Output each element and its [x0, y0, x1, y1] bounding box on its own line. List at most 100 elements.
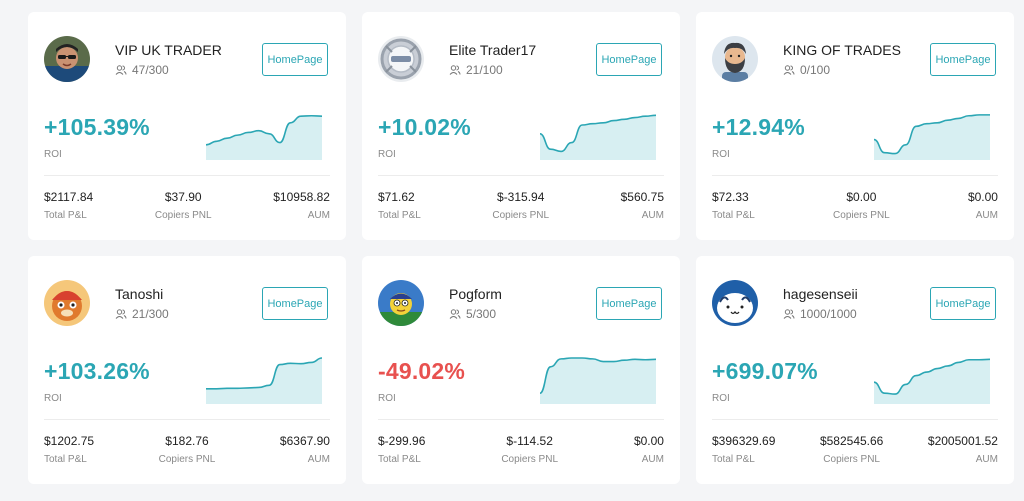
divider: [378, 419, 664, 420]
sparkline-area: [206, 115, 322, 160]
trader-name: Elite Trader17: [449, 42, 537, 58]
homepage-button[interactable]: HomePage: [596, 43, 662, 76]
sparkline-area: [206, 358, 322, 404]
total-pnl-label: Total P&L: [712, 210, 755, 221]
aum-value: $0.00: [967, 190, 998, 204]
copiers-pnl-label: Copiers PNL: [823, 454, 880, 465]
roi-value: +12.94%: [712, 114, 805, 140]
copiers-count-text: 0/100: [800, 63, 831, 77]
users-icon: [115, 64, 127, 76]
stats-row: $1202.75 Total P&L $182.76 Copiers PNL $63…: [44, 434, 330, 465]
trader-card[interactable]: VIP UK TRADER 47/300 HomePage +105.39% R…: [28, 12, 346, 240]
users-icon: [783, 64, 795, 76]
users-icon: [449, 64, 461, 76]
sparkline-line: [874, 358, 990, 395]
total-pnl-value: $72.33: [712, 190, 749, 204]
cartoon-animal-avatar[interactable]: [44, 280, 90, 326]
homepage-button[interactable]: HomePage: [262, 43, 328, 76]
aum-value: $6367.90: [279, 434, 330, 448]
sparkline-area: [540, 358, 656, 404]
total-pnl-value: $1202.75: [44, 434, 95, 448]
sparkline-line: [540, 357, 656, 394]
users-icon: [115, 308, 127, 320]
divider: [378, 175, 664, 176]
copiers-count: 21/300: [115, 307, 169, 321]
homepage-button[interactable]: HomePage: [930, 287, 996, 320]
copiers-pnl-value: $182.76: [165, 434, 209, 448]
total-pnl-label: Total P&L: [44, 210, 87, 221]
trader-card[interactable]: KING OF TRADES 0/100 HomePage +12.94% RO…: [696, 12, 1014, 240]
users-icon: [783, 308, 795, 320]
homepage-button[interactable]: HomePage: [596, 287, 662, 320]
total-pnl-label: Total P&L: [378, 210, 421, 221]
sparkline-area: [540, 115, 656, 160]
trader-card[interactable]: hagesenseii 1000/1000 HomePage +699.07% …: [696, 256, 1014, 484]
total-pnl-label: Total P&L: [712, 454, 755, 465]
copiers-count-text: 1000/1000: [800, 307, 857, 321]
copiers-pnl-value: $-315.94: [497, 190, 545, 204]
copiers-pnl-value: $-114.52: [506, 434, 553, 448]
copiers-count: 47/300: [115, 63, 169, 77]
stats-row: $2117.84 Total P&L $37.90 Copiers PNL $109…: [44, 190, 330, 221]
roi-label: ROI: [378, 149, 396, 160]
homepage-button[interactable]: HomePage: [262, 287, 328, 320]
copiers-count: 0/100: [783, 63, 830, 77]
kaomoji-face-avatar[interactable]: [712, 280, 758, 326]
aum-value: $0.00: [633, 434, 664, 448]
total-pnl-label: Total P&L: [44, 454, 87, 465]
divider: [44, 419, 330, 420]
aum-label: AUM: [307, 454, 330, 465]
copiers-count-text: 5/300: [466, 307, 497, 321]
trader-name: KING OF TRADES: [783, 42, 901, 58]
sparkline-line: [540, 114, 656, 153]
trader-name: VIP UK TRADER: [115, 42, 222, 58]
roi-value: +10.02%: [378, 114, 471, 140]
trader-name: hagesenseii: [783, 286, 858, 302]
roi-value: +103.26%: [44, 358, 150, 384]
cartoon-character-avatar[interactable]: [378, 280, 424, 326]
copiers-count: 21/100: [449, 63, 503, 77]
aum-label: AUM: [975, 454, 998, 465]
silver-logo-avatar[interactable]: [378, 36, 424, 82]
copiers-count: 5/300: [449, 307, 496, 321]
trader-card[interactable]: Tanoshi 21/300 HomePage +103.26% ROI $12…: [28, 256, 346, 484]
aum-label: AUM: [975, 210, 998, 221]
copiers-count-text: 21/300: [132, 307, 169, 321]
trader-card[interactable]: Elite Trader17 21/100 HomePage +10.02% R…: [362, 12, 680, 240]
divider: [712, 419, 998, 420]
trader-name: Pogform: [449, 286, 502, 302]
roi-label: ROI: [44, 393, 62, 404]
roi-sparkline: [540, 357, 656, 404]
aum-value: $560.75: [620, 190, 664, 204]
roi-sparkline: [540, 114, 656, 160]
users-icon: [449, 308, 461, 320]
copiers-count: 1000/1000: [783, 307, 857, 321]
roi-sparkline: [206, 357, 322, 404]
copiers-pnl-label: Copiers PNL: [492, 210, 550, 221]
roi-value: +699.07%: [712, 358, 818, 384]
roi-label: ROI: [378, 393, 396, 404]
total-pnl-label: Total P&L: [378, 454, 421, 465]
roi-label: ROI: [712, 149, 730, 160]
aum-label: AUM: [641, 210, 664, 221]
copiers-count-text: 21/100: [466, 63, 503, 77]
sparkline-line: [206, 357, 322, 390]
roi-label: ROI: [44, 149, 62, 160]
homepage-button[interactable]: HomePage: [930, 43, 996, 76]
sparkline-line: [874, 114, 990, 155]
bearded-man-avatar[interactable]: [712, 36, 758, 82]
sparkline-area: [874, 359, 990, 404]
roi-value: +105.39%: [44, 114, 150, 140]
trader-card[interactable]: Pogform 5/300 HomePage -49.02% ROI $-299…: [362, 256, 680, 484]
copiers-pnl-label: Copiers PNL: [833, 210, 890, 221]
total-pnl-value: $396329.69: [712, 434, 776, 448]
roi-sparkline: [874, 358, 990, 404]
stats-row: $-299.96 Total P&L $-114.52 Copiers PNL $0…: [378, 434, 664, 465]
copiers-pnl-value: $37.90: [164, 190, 202, 204]
aum-value: $2005001.52: [927, 434, 998, 448]
trader-photo-avatar[interactable]: [44, 36, 90, 82]
roi-sparkline: [874, 114, 990, 160]
total-pnl-value: $71.62: [378, 190, 415, 204]
copiers-pnl-value: $0.00: [846, 190, 877, 204]
aum-label: AUM: [307, 210, 330, 221]
